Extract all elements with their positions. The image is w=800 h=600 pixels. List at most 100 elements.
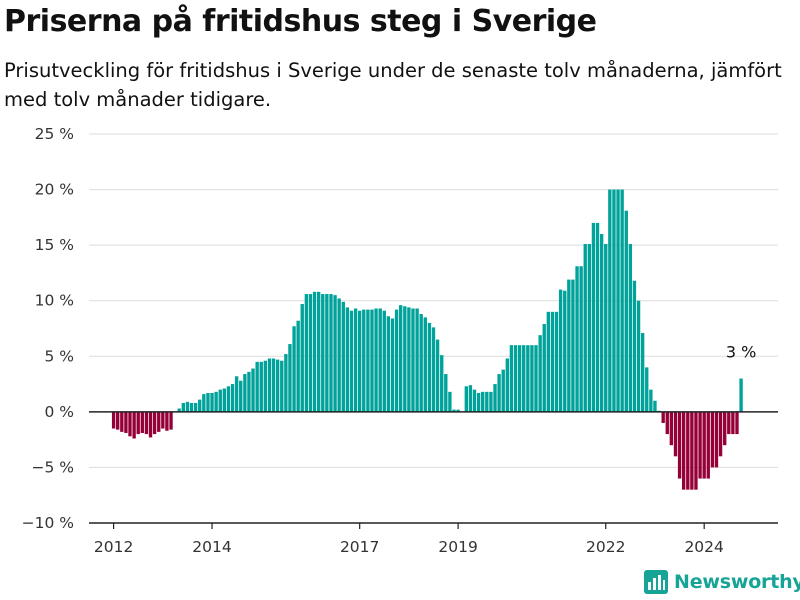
bar <box>624 210 628 412</box>
bar <box>111 411 116 429</box>
bar <box>661 411 665 423</box>
bar <box>731 411 735 435</box>
bar <box>349 310 354 412</box>
brand-name: Newsworthy <box>674 571 800 593</box>
bar <box>169 411 173 430</box>
bar <box>710 411 715 468</box>
bar <box>620 189 624 412</box>
bar <box>165 411 169 431</box>
bar <box>206 392 210 412</box>
bar <box>230 384 235 412</box>
bar <box>337 298 341 412</box>
bar <box>468 385 473 412</box>
bar <box>116 411 120 430</box>
bar <box>398 305 403 412</box>
bar <box>358 310 362 412</box>
bar <box>394 309 399 412</box>
bar <box>567 279 571 412</box>
bar <box>456 409 460 412</box>
bar <box>333 295 337 412</box>
bar <box>157 411 161 432</box>
bar <box>128 411 132 437</box>
bar <box>554 311 559 412</box>
bar <box>271 358 276 412</box>
bar <box>423 317 427 412</box>
bar <box>653 400 657 412</box>
bar <box>669 411 674 446</box>
bar <box>604 244 608 412</box>
bar <box>292 326 296 412</box>
bar <box>353 308 358 412</box>
bar <box>140 411 144 433</box>
bar <box>579 266 583 412</box>
bar <box>317 291 321 412</box>
bar <box>571 279 575 412</box>
y-tick-label: −10 % <box>22 514 74 532</box>
bar <box>435 339 440 412</box>
bar <box>362 309 366 412</box>
bar <box>148 411 153 438</box>
bar <box>448 391 452 412</box>
bar <box>247 371 251 412</box>
bar-chart-icon <box>644 570 668 594</box>
bar <box>239 380 243 412</box>
bar <box>296 320 300 412</box>
bar <box>542 324 546 412</box>
bar <box>665 411 669 435</box>
y-tick-label: 5 % <box>44 347 74 365</box>
y-tick-label: 25 % <box>35 125 74 143</box>
bar <box>563 290 567 412</box>
x-tick-label: 2022 <box>586 538 625 556</box>
bar <box>263 360 268 412</box>
y-tick-label: −5 % <box>31 458 74 476</box>
bar <box>267 358 272 412</box>
bar <box>517 345 522 412</box>
bar <box>628 244 633 412</box>
bar <box>329 294 333 412</box>
bar <box>702 411 706 479</box>
bar <box>234 376 239 412</box>
bar <box>210 392 214 412</box>
bar <box>440 355 444 412</box>
bar <box>407 307 411 412</box>
bar <box>599 234 604 412</box>
bar <box>374 308 378 412</box>
bar <box>202 394 206 412</box>
bar <box>124 411 128 433</box>
bar <box>161 411 165 429</box>
bar <box>370 309 374 412</box>
y-tick-label: 20 % <box>35 181 74 199</box>
bar <box>222 388 227 412</box>
bar <box>132 411 136 439</box>
bar <box>312 291 317 412</box>
bar <box>583 244 587 412</box>
bar <box>464 386 468 412</box>
x-tick-label: 2012 <box>94 538 133 556</box>
bar <box>218 389 222 412</box>
bar <box>505 358 509 412</box>
bar <box>690 411 694 490</box>
bar <box>481 391 485 412</box>
bar <box>493 384 497 412</box>
bar <box>226 386 231 412</box>
bar <box>489 391 493 412</box>
bar <box>431 327 436 412</box>
bar <box>636 300 641 412</box>
bar <box>144 411 149 435</box>
bar <box>378 308 382 412</box>
bar <box>575 266 579 412</box>
bar <box>526 345 530 412</box>
bar <box>382 310 386 412</box>
bar <box>304 294 309 412</box>
bar <box>550 311 555 412</box>
bar <box>632 280 637 412</box>
bar <box>714 411 719 468</box>
bar <box>403 306 407 412</box>
bar <box>681 411 686 490</box>
bar <box>694 411 698 490</box>
chart-title: Priserna på fritidshus steg i Sverige <box>4 4 597 39</box>
bar <box>591 222 596 412</box>
bar <box>427 322 432 412</box>
bar <box>181 402 186 412</box>
